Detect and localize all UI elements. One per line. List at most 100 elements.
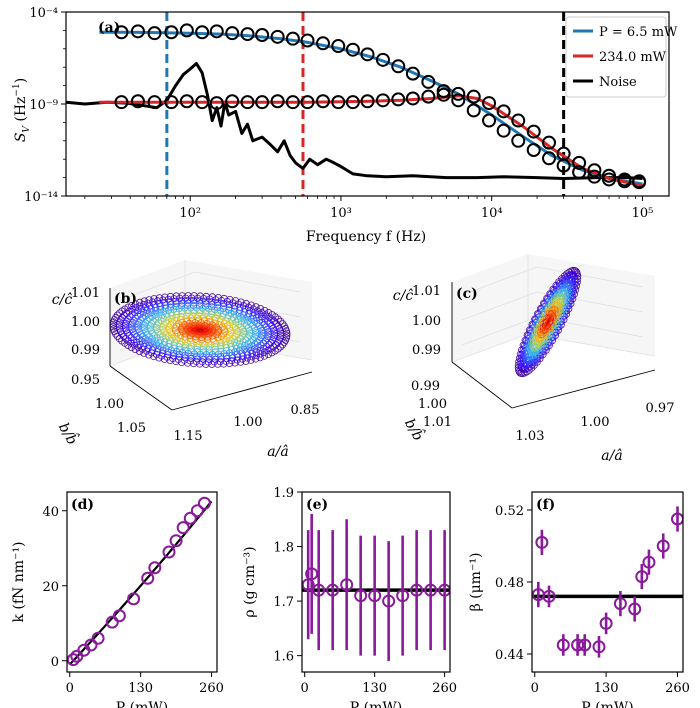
panel-e-ytick-label-1: 1.7	[273, 595, 294, 610]
panel-d-point-13	[183, 511, 197, 525]
data-point-2-11	[285, 95, 300, 110]
data-point-2-15	[345, 95, 360, 110]
legend-label-6.5mw: P = 6.5 mW	[599, 25, 678, 40]
panel-a-clipped	[66, 12, 647, 196]
b-point	[231, 323, 239, 331]
data-point-0-2	[147, 26, 162, 41]
b-point	[243, 348, 251, 356]
panel-d-point-9	[148, 561, 162, 575]
data-point-2-24	[482, 96, 497, 111]
b-point	[168, 311, 176, 320]
b-point	[240, 308, 248, 316]
c-point	[529, 338, 537, 346]
data-point-0-17	[375, 52, 390, 67]
b-point	[205, 315, 213, 323]
panel-e-ylabel: ρ (g cm⁻³)	[242, 546, 258, 617]
panel-d-point-15	[197, 496, 211, 510]
panel-b-axes-lines	[109, 288, 313, 411]
data-point-0-6	[209, 24, 224, 39]
panel-c-xtick-1: 1.00	[581, 415, 610, 430]
panel-b-point-cloud	[109, 292, 291, 368]
data-point-0-20	[421, 74, 436, 89]
b-point	[226, 340, 234, 348]
legend-box	[565, 16, 667, 98]
data-point-0-13	[315, 36, 330, 51]
data-point-2-12	[300, 95, 315, 110]
c-point	[529, 351, 538, 360]
b-point	[225, 300, 233, 309]
c-point	[551, 331, 560, 340]
panel-f-point-12	[656, 539, 670, 553]
data-point-2-29	[556, 146, 571, 161]
b-point	[232, 344, 240, 353]
panel-e-point-2	[312, 583, 326, 597]
b-point	[249, 335, 257, 344]
panel-d-xtick-label-1: 130	[128, 681, 153, 696]
panel-f-point-10	[635, 570, 649, 584]
b-point	[220, 330, 228, 338]
panel-a-ticks: 10² 10³ 10⁴ 10⁵ 10⁻¹⁴ 10⁻⁹ 10⁻⁴	[24, 6, 653, 221]
panel-d-frame	[66, 491, 218, 673]
data-point-0-14	[331, 39, 346, 54]
panel-c-xtick-2: 0.97	[646, 401, 675, 416]
panel-e-point-11	[438, 583, 450, 597]
data-point-0-18	[391, 59, 406, 74]
data-point-2-5	[195, 95, 210, 110]
panel-d-ytick-label-1: 20	[42, 580, 59, 595]
panel-f-point-9	[628, 602, 642, 616]
b-point	[224, 314, 232, 322]
data-point-0-9	[255, 28, 270, 42]
b-point	[247, 356, 255, 364]
panel-d-point-11	[169, 534, 183, 548]
data-point-0-10	[270, 29, 285, 44]
panel-d-point-8	[141, 571, 155, 585]
panel-b-ytick-2: 1.05	[117, 421, 146, 436]
b-point	[260, 352, 268, 360]
panel-e-ytick-label-2: 1.8	[273, 541, 294, 556]
panel-f-point-7	[599, 616, 613, 630]
panel-b-3d-scatter: (b) 1.01 1.00 0.99 c/ĉ 0.95 1.00 1.05 b/…	[52, 260, 319, 460]
panel-d-stiffness: 0 130 260 0 20 40 (d) P (mW) k (fN nm⁻¹)	[11, 491, 224, 708]
a-xtick-label-0: 10²	[179, 206, 201, 221]
panel-d-point-3	[84, 638, 98, 652]
data-point-2-30	[572, 155, 587, 170]
panel-e-ytick-label-3: 1.9	[273, 486, 294, 501]
panel-f-point-1	[535, 535, 549, 549]
data-point-2-28	[542, 135, 557, 150]
panel-c-box	[451, 254, 656, 363]
data-point-2-8	[240, 95, 255, 110]
panel-e-ytick-label-0: 1.6	[273, 650, 294, 665]
panel-a-xlabel: Frequency f (Hz)	[306, 229, 426, 245]
panel-d-xlabel: P (mW)	[116, 700, 168, 708]
data-point-0-16	[360, 47, 375, 62]
panel-c-ztick-2: 0.99	[412, 343, 441, 358]
panel-b-xtick-0: 1.15	[174, 429, 203, 444]
b-core	[195, 328, 205, 332]
b-point	[126, 312, 134, 321]
panel-e-point-10	[424, 583, 438, 597]
a-xtick-label-2: 10⁴	[481, 206, 503, 221]
panel-e-point-6	[368, 589, 382, 603]
panel-d-point-12	[176, 521, 190, 535]
panel-d-point-5	[105, 615, 119, 629]
b-point	[148, 339, 156, 347]
panel-b-tag: (b)	[114, 291, 137, 307]
data-point-2-23	[466, 89, 481, 104]
panel-f-point-6	[592, 640, 606, 654]
b-point	[166, 298, 174, 306]
legend-label-234mw: 234.0 mW	[599, 50, 667, 65]
panel-c-axes-lines	[451, 282, 656, 409]
b-point	[267, 338, 275, 346]
panel-e-xtick-label-0: 0	[301, 681, 309, 696]
c-point	[535, 335, 543, 343]
panel-f-point-5	[578, 638, 592, 652]
data-point-2-19	[405, 91, 420, 106]
b-point	[240, 345, 248, 353]
data-point-0-4	[179, 23, 194, 38]
data-point-2-14	[331, 95, 346, 110]
b-point	[236, 334, 244, 342]
panel-a-tag: (a)	[98, 20, 120, 36]
c-point	[560, 300, 568, 308]
